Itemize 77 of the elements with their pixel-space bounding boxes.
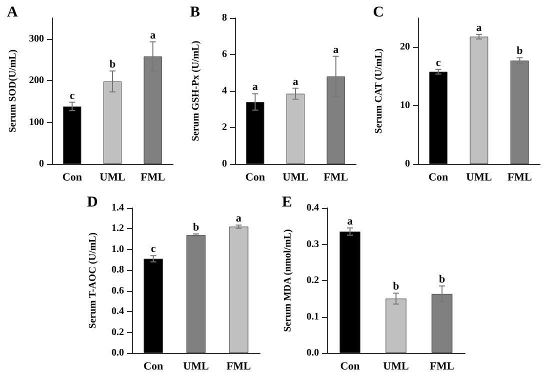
annotation: a	[333, 44, 340, 56]
chart-title: A	[7, 4, 18, 20]
y-tick-label: 200	[29, 75, 44, 86]
y-tick-label: 0	[39, 158, 44, 170]
y-tick-label: 0.1	[306, 311, 319, 322]
x-tick-label: FML	[140, 172, 166, 184]
annotation: c	[150, 243, 156, 256]
y-tick-label: 0	[405, 158, 410, 170]
annotation: b	[192, 221, 200, 234]
bar	[340, 232, 360, 353]
annotation: a	[236, 212, 242, 225]
chart-title: B	[190, 4, 200, 20]
x-tick-label: UML	[466, 172, 492, 184]
y-tick-label: 0	[222, 158, 227, 170]
y-tick-label: 1.0	[112, 244, 124, 255]
bar	[186, 234, 206, 353]
y-tick-label: 100	[29, 116, 44, 128]
annotation: c	[70, 90, 75, 102]
y-tick-label: 1.2	[112, 223, 124, 234]
y-axis-title: Serum CAT (U/mL)	[374, 48, 384, 134]
annotation: a	[476, 22, 482, 34]
x-tick-label: FML	[324, 172, 348, 184]
y-tick-label: 0.4	[306, 202, 319, 214]
y-tick-label: 0.0	[112, 348, 124, 358]
y-tick-label: 4	[222, 86, 227, 96]
bar	[63, 106, 82, 164]
bar	[386, 298, 406, 353]
bar	[286, 94, 305, 164]
x-tick-label: FML	[226, 360, 251, 372]
y-axis-title: Serum GSH-Px (U/mL)	[190, 40, 202, 142]
y-tick-label: 300	[29, 33, 44, 44]
chart-title: D	[87, 194, 98, 210]
x-tick-label: Con	[245, 172, 265, 184]
annotation: b	[438, 273, 446, 286]
y-axis-title: Serum T-AOC (U/mL)	[88, 232, 98, 329]
y-tick-label: 6	[222, 49, 227, 60]
annotation: a	[292, 76, 299, 88]
annotation: b	[392, 280, 400, 293]
bar	[144, 258, 163, 353]
x-tick-label: Con	[144, 360, 164, 372]
bar	[229, 226, 248, 353]
x-tick-label: UML	[282, 172, 308, 184]
annotation: a	[150, 29, 156, 42]
y-tick-label: 10	[400, 100, 410, 112]
annotation: b	[516, 45, 523, 58]
y-axis-title: Serum MDA (nmol/mL)	[282, 229, 294, 332]
y-tick-label: 1.4	[112, 202, 124, 214]
x-tick-label: UML	[100, 172, 126, 184]
y-tick-label: 0.2	[306, 275, 319, 286]
x-tick-label: Con	[62, 172, 82, 184]
annotation: b	[109, 58, 116, 70]
y-tick-label: 0.3	[306, 238, 319, 250]
annotation: c	[436, 56, 441, 69]
x-tick-label: FML	[507, 172, 532, 184]
x-tick-label: Con	[428, 172, 448, 184]
y-tick-label: 8	[222, 12, 227, 24]
chart-title: E	[282, 194, 292, 210]
bar	[470, 36, 488, 164]
y-tick-label: 0.0	[306, 348, 319, 358]
x-tick-label: Con	[340, 360, 360, 372]
bar	[103, 81, 122, 164]
chart-title: C	[373, 4, 384, 20]
annotation: a	[347, 215, 354, 228]
y-tick-label: 0.4	[112, 306, 124, 318]
annotation: a	[252, 81, 258, 94]
bar	[429, 72, 448, 164]
x-tick-label: UML	[383, 360, 409, 372]
y-tick-label: 0.6	[112, 285, 124, 296]
y-tick-label: 20	[400, 42, 410, 53]
y-axis-title: Serum SOD(U/mL)	[8, 49, 18, 133]
y-tick-label: 2	[222, 122, 227, 133]
bar	[510, 60, 529, 164]
x-tick-label: FML	[430, 360, 454, 372]
x-tick-label: UML	[183, 360, 209, 372]
y-tick-label: 0.2	[112, 326, 124, 338]
bar	[246, 102, 264, 164]
y-tick-label: 0.8	[112, 264, 124, 276]
